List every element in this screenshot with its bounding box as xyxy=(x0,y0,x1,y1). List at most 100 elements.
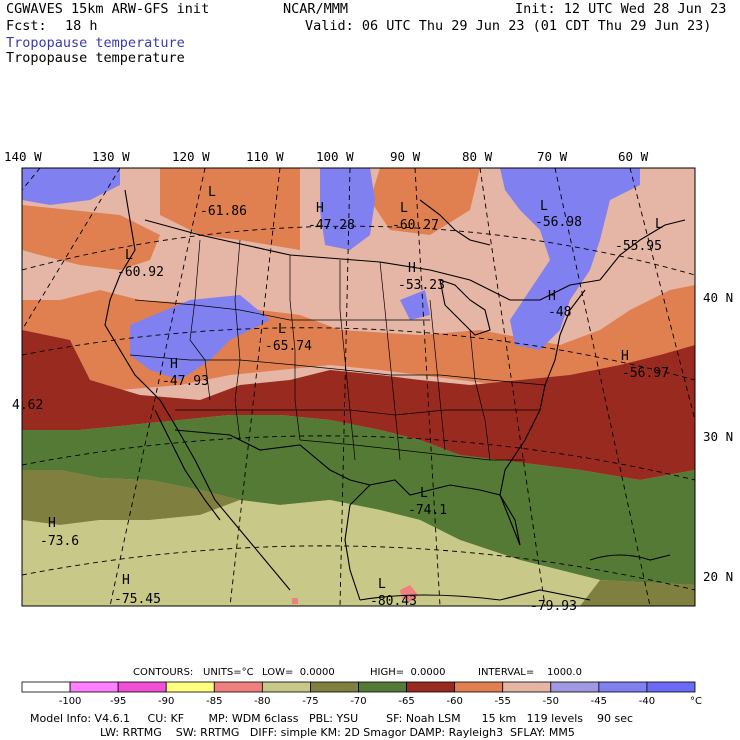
extremum-type: L xyxy=(540,199,548,214)
great-lakes xyxy=(439,279,491,336)
lon-label: 110 W xyxy=(246,149,284,164)
colorbar-box xyxy=(69,681,119,693)
colorbar-box xyxy=(261,681,311,693)
colorbar-boxes xyxy=(21,681,696,693)
new-england-coast xyxy=(599,219,686,281)
colorbar: -100 -95 -90 -85 -80 -75 -70 -65 -60 -55 -50 -45 -40… xyxy=(21,681,702,707)
valid-time: Valid: 06 UTC Thu 29 Jun 23 (01 CDT Thu … xyxy=(305,18,712,34)
colorbar-box xyxy=(406,681,456,693)
colorbar-label: -80 xyxy=(254,696,270,707)
extremum-type: H xyxy=(122,573,130,588)
extremum-type: L xyxy=(420,486,428,501)
units-label: UNITS=°C xyxy=(203,667,254,678)
colorbar-box xyxy=(502,681,552,693)
extremum-value: -55.95 xyxy=(615,239,662,254)
colorbar-label: -65 xyxy=(398,696,414,707)
extremum-type: H xyxy=(621,349,629,364)
model-title: CGWAVES 15km ARW-GFS init xyxy=(6,1,210,17)
model-info-line2: LW: RRTMG SW: RRTMG DIFF: simple KM: 2D … xyxy=(100,726,575,739)
interval-label: INTERVAL= 1000.0 xyxy=(478,667,582,678)
extremum-type: H xyxy=(170,357,178,372)
colorbar-labels: -100 -95 -90 -85 -80 -75 -70 -65 -60 -55 -50 -45 -40 xyxy=(59,696,655,707)
extremum-type: L xyxy=(278,322,286,337)
extremum-value: -75.45 xyxy=(114,592,161,607)
contours-label: CONTOURS: xyxy=(133,667,194,678)
extremum-type: H xyxy=(408,261,416,276)
field-title-contour: Tropopause temperature xyxy=(6,50,185,66)
extremum-value: -48 xyxy=(548,305,571,320)
lon-label: 60 W xyxy=(618,149,649,164)
extrema-labels: L -61.86 H -47.28 L -60.27 L -56.98 L -5… xyxy=(12,185,669,614)
colorbar-box xyxy=(550,681,600,693)
extremum-type: L xyxy=(655,217,663,232)
colorbar-unit: °C xyxy=(690,696,702,707)
lon-label: 100 W xyxy=(316,149,354,164)
extremum-type: H xyxy=(48,516,56,531)
lon-label: 70 W xyxy=(537,149,568,164)
field-title-colorfill: Tropopause temperature xyxy=(6,35,185,51)
colorbar-box xyxy=(21,681,71,693)
colorbar-box xyxy=(117,681,167,693)
great-lakes-border xyxy=(429,269,601,301)
colorbar-label: -55 xyxy=(495,696,511,707)
extremum-value: -56.98 xyxy=(535,215,582,230)
high-label: HIGH= 0.0000 xyxy=(370,667,446,678)
extremum-type: L xyxy=(208,185,216,200)
lat-lon-grid xyxy=(22,168,695,606)
cuba xyxy=(589,554,671,561)
extremum-value: 4.62 xyxy=(12,398,43,413)
lat-label: 40 N xyxy=(703,290,733,305)
gulf-coast xyxy=(344,479,521,601)
colorbar-box xyxy=(598,681,648,693)
extremum-value: -53.23 xyxy=(398,278,445,293)
extremum-type: H xyxy=(548,289,556,304)
forecast-label: Fcst: xyxy=(6,18,47,34)
colorbar-label: -50 xyxy=(543,696,559,707)
colorbar-box xyxy=(213,681,263,693)
colorbar-label: -100 xyxy=(59,696,82,707)
colorbar-label: -95 xyxy=(110,696,126,707)
colorbar-label: -85 xyxy=(206,696,222,707)
hudson-bay-coast xyxy=(419,199,491,246)
extremum-type: H xyxy=(316,201,324,216)
colorbar-label: -90 xyxy=(158,696,174,707)
lon-label: 90 W xyxy=(390,149,421,164)
extremum-type: L xyxy=(400,201,408,216)
baja-peninsula xyxy=(154,409,221,521)
lon-label: 130 W xyxy=(92,149,130,164)
state-borders xyxy=(129,239,546,461)
colorbar-box xyxy=(310,681,359,693)
colorbar-box xyxy=(358,681,407,693)
extremum-value: -61.86 xyxy=(200,204,247,219)
pacific-coastline xyxy=(104,189,291,591)
init-time: Init: 12 UTC Wed 28 Jun 23 xyxy=(515,1,727,17)
colorbar-label: -45 xyxy=(591,696,607,707)
organization-label: NCAR/MMM xyxy=(283,1,349,17)
lon-label: 140 W xyxy=(4,149,42,164)
yucatan-caribbean xyxy=(359,589,591,601)
lon-label: 120 W xyxy=(172,149,210,164)
extremum-value: -60.27 xyxy=(392,218,439,233)
low-label: LOW= 0.0000 xyxy=(262,667,335,678)
map-frame xyxy=(21,167,696,607)
extremum-type: L xyxy=(125,248,133,263)
extremum-type: L xyxy=(378,577,386,592)
lon-label: 80 W xyxy=(462,149,493,164)
colorbar-box xyxy=(646,681,696,693)
extremum-value: -47.28 xyxy=(308,218,355,233)
extremum-value: -47.93 xyxy=(162,374,209,389)
us-mexico-border xyxy=(174,429,371,486)
extremum-value: -60.92 xyxy=(117,265,164,280)
forecast-hour: 18 h xyxy=(65,18,98,34)
colorbar-label: -75 xyxy=(302,696,318,707)
filled-field xyxy=(22,168,695,606)
colorbar-box xyxy=(454,681,504,693)
colorbar-label: -60 xyxy=(446,696,462,707)
extremum-value: -65.74 xyxy=(265,339,312,354)
colorbar-box xyxy=(165,681,215,693)
extremum-value: -74.1 xyxy=(408,503,447,518)
colorbar-label: -40 xyxy=(639,696,655,707)
lat-label: 20 N xyxy=(703,569,733,584)
extremum-value: -79.93 xyxy=(530,599,577,614)
